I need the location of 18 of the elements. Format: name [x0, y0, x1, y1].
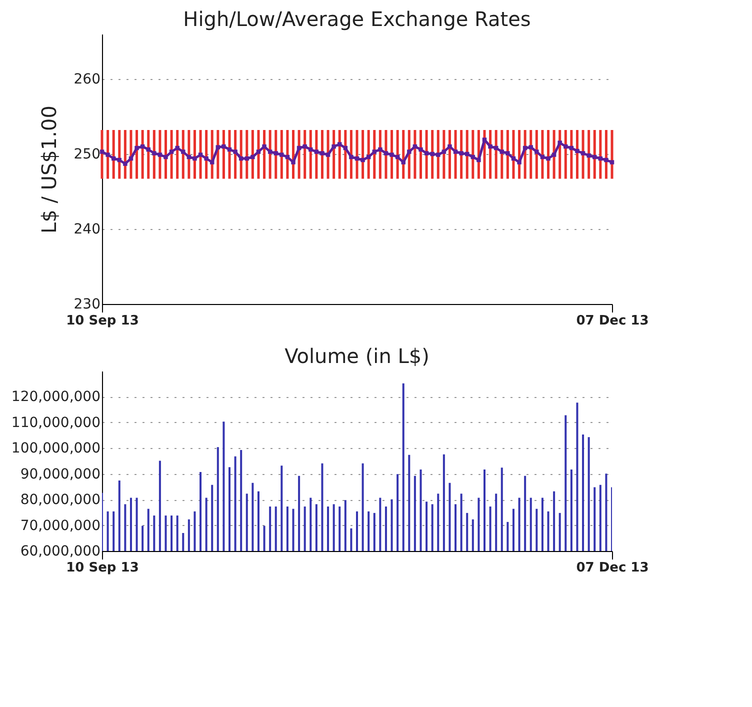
- y-tick-label: 120,000,000: [11, 389, 100, 406]
- y-tick-label: 90,000,000: [20, 466, 100, 482]
- chart-title: Volume (in L$): [284, 344, 430, 368]
- x-tick-label: 10 Sep 13: [66, 560, 139, 576]
- y-tick-label: 260: [74, 72, 100, 88]
- chart-title: High/Low/Average Exchange Rates: [183, 7, 531, 31]
- y-axis-title: L$ / US$1.00: [36, 106, 61, 234]
- x-tick-label: 10 Sep 13: [66, 314, 139, 328]
- x-tick-label: 07 Dec 13: [576, 314, 649, 328]
- x-tick-label: 07 Dec 13: [576, 560, 649, 576]
- y-tick-label: 60,000,000: [20, 544, 100, 560]
- y-tick-label: 100,000,000: [11, 440, 100, 457]
- y-tick-label: 110,000,000: [11, 414, 100, 431]
- y-tick-label: 80,000,000: [20, 492, 100, 508]
- y-tick-label: 250: [74, 146, 100, 162]
- y-tick-label: 240: [74, 222, 100, 238]
- y-tick-label: 230: [74, 296, 100, 312]
- y-tick-label: 70,000,000: [20, 518, 100, 534]
